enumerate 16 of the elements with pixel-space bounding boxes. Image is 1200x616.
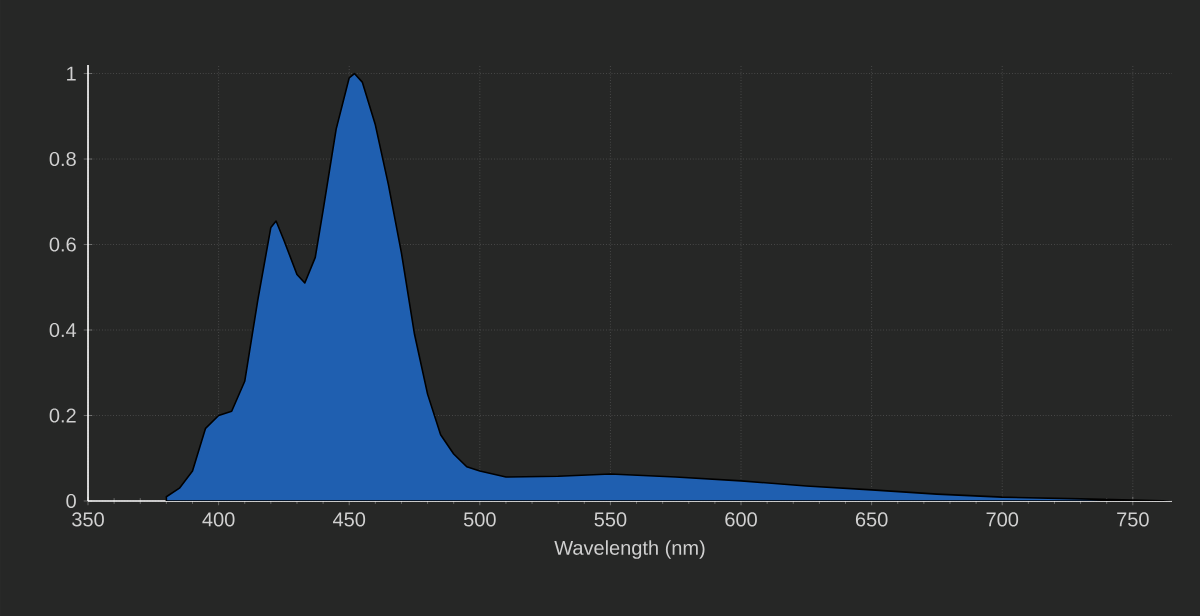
x-tick-label: 750 <box>1117 512 1149 527</box>
y-tick-label: 0.6 <box>49 237 76 252</box>
x-tick-label: 600 <box>725 512 757 527</box>
x-tick-label: 550 <box>594 512 627 527</box>
y-tick-label: 1 <box>67 66 76 81</box>
y-tick-label: 0 <box>66 493 76 509</box>
y-tick-label: 0.8 <box>49 151 76 167</box>
x-tick-label: 700 <box>986 512 1019 527</box>
x-tick-label: 650 <box>855 512 888 527</box>
x-tick-label: 400 <box>202 512 235 527</box>
x-tick-label: 450 <box>333 512 366 527</box>
x-tick-label: 500 <box>463 512 496 527</box>
y-tick-label: 0.2 <box>49 408 76 423</box>
x-axis-title: Wavelength (nm) <box>554 540 705 559</box>
x-tick-label: 350 <box>72 512 104 527</box>
y-tick-label: 0.4 <box>49 322 77 338</box>
